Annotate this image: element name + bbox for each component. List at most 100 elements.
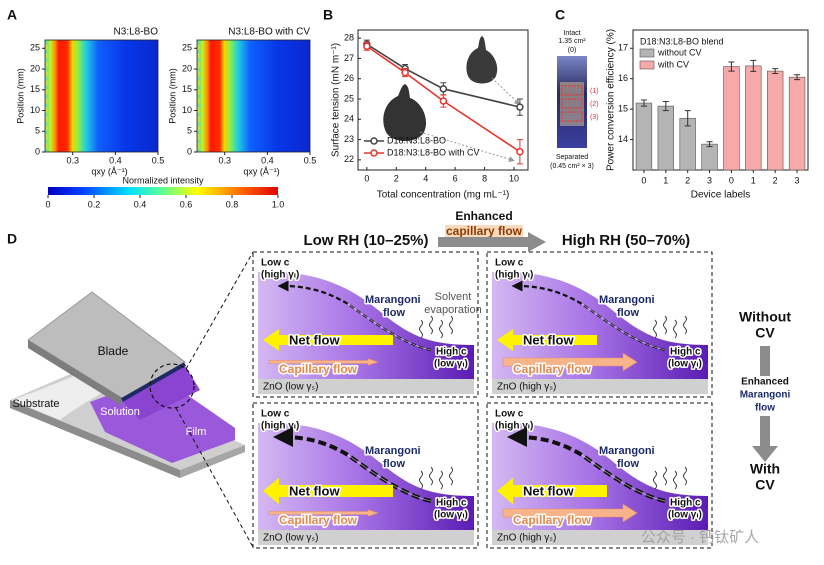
x-axis-label: Total concentration (mg mL⁻¹) (377, 190, 510, 201)
marker (439, 97, 448, 105)
heatmap-ripple (196, 88, 200, 96)
legend-marker (370, 149, 378, 157)
error-bar (750, 59, 757, 72)
capillary-arrow (502, 503, 638, 523)
x-tick-label: 0.5 (304, 155, 317, 165)
side-label: Marangoni (740, 390, 791, 401)
evaporation-squiggle (449, 315, 453, 335)
y-tick-label: 16 (618, 73, 628, 83)
legend-marker (370, 137, 378, 145)
heading: Low RH (10–25%) (303, 232, 428, 249)
y-tick-label: 22 (344, 154, 354, 164)
inset-text: Intact (563, 30, 580, 37)
zno-label: ZnO (high γₛ) (497, 533, 556, 544)
heatmap-ripple (44, 70, 48, 78)
zno-layer (258, 530, 474, 545)
y-tick-label: 15 (618, 104, 628, 114)
flow-cell: ZnO (high γₛ) Low c(high γₗ) Marangoniflow… (486, 251, 713, 398)
bar (635, 102, 653, 171)
x-axis-label: Device labels (691, 190, 750, 201)
inset-text: (0) (568, 47, 577, 54)
device-electrode (560, 82, 584, 126)
net-flow: Net flow (523, 332, 574, 347)
heatmap-frame (44, 39, 159, 153)
marangoni: Marangoni (599, 445, 655, 457)
low-c: (high γₗ) (261, 421, 299, 432)
x-tick-label: 2 (394, 173, 399, 183)
x-tick-label: 1 (751, 175, 756, 185)
marker (401, 68, 409, 77)
evaporation-squiggle (663, 466, 667, 486)
heatmap-ripple (196, 142, 200, 150)
liquid (258, 422, 474, 530)
drawing-label: Blade (98, 344, 129, 358)
heatmap-ripple (196, 61, 200, 69)
map-title: N3:L8-BO with CV (228, 27, 310, 38)
inset-text: (2) (590, 101, 599, 108)
marangoni: flow (617, 458, 639, 470)
error-bar (794, 74, 801, 81)
solution-region (120, 366, 200, 420)
x-axis-label: qxy (Å⁻¹) (91, 166, 127, 176)
x-tick-label: 4 (423, 173, 428, 183)
heatmap-ripple (196, 97, 200, 105)
substrate-end (180, 445, 245, 478)
marker (439, 85, 448, 93)
process-arrow (438, 232, 546, 252)
evaporation-squiggle (673, 319, 677, 339)
evaporation-squiggle (683, 315, 687, 335)
inset-text: (0.45 cm² × 3) (550, 163, 594, 170)
y-tick-label: 25 (182, 43, 192, 53)
evaporation-squiggle (653, 319, 657, 339)
capillary-flow: Capillary flow (513, 362, 592, 376)
plot-frame (632, 29, 809, 171)
y-tick-label: 23 (344, 134, 354, 144)
substrate-side (10, 400, 180, 478)
bar (701, 143, 718, 171)
plot-frame (357, 29, 529, 171)
x-tick-label: 0.3 (218, 155, 231, 165)
x-tick-label: 0.4 (261, 155, 274, 165)
blade-top (27, 291, 186, 399)
x-tick-label: 2 (773, 175, 778, 185)
y-axis-label: Position (mm) (167, 68, 177, 124)
x-tick-label: 0 (729, 175, 734, 185)
y-tick-label: 25 (344, 93, 354, 103)
legend-label: D18:N3:L8-BO with CV (387, 147, 480, 157)
low-c: (high γₗ) (261, 270, 299, 281)
drawing-label: Substrate (12, 398, 59, 410)
low-c: Low c (261, 258, 290, 269)
drawing-label: Film (186, 426, 207, 438)
y-axis-label: Position (mm) (15, 68, 25, 124)
panel-label: C (555, 7, 565, 23)
series-line (366, 43, 521, 108)
bar (745, 65, 762, 171)
low-c: Low c (495, 258, 524, 269)
panel-label: A (7, 7, 17, 23)
zno-layer (492, 379, 708, 394)
pointer (419, 131, 515, 162)
flow-cell: ZnO (high γₛ) Low c(high γₗ) Marangoniflow… (486, 402, 713, 549)
legend-label: D18:N3:L8-BO (387, 135, 446, 145)
evaporation-squiggle (673, 470, 677, 490)
x-tick-label: 0 (364, 173, 369, 183)
low-c: (high γₗ) (495, 270, 533, 281)
colorbar-tick-label: 0.2 (88, 199, 101, 209)
y-axis-label: Surface tension (mN m⁻¹) (331, 43, 342, 157)
y-tick-label: 27 (344, 53, 354, 63)
heatmap-ripple (196, 43, 200, 51)
bar (788, 76, 806, 171)
net-flow-arrow (263, 329, 393, 351)
side-label: Without (739, 309, 791, 325)
x-tick-label: 3 (707, 175, 712, 185)
y-tick-label: 5 (35, 126, 40, 136)
zno-label: ZnO (low γₛ) (263, 382, 318, 393)
inset-text: (1) (590, 88, 599, 95)
inset-text: 1.35 cm² (558, 38, 586, 45)
inset-text: Separated (556, 154, 588, 161)
watermark: 公众号 · 钙钛矿人 (641, 529, 759, 546)
heatmap-ripple (196, 52, 200, 60)
high-c: (low γₗ) (668, 359, 702, 370)
heatmap (45, 40, 158, 152)
colorbar-label: Normalized intensity (122, 175, 204, 185)
